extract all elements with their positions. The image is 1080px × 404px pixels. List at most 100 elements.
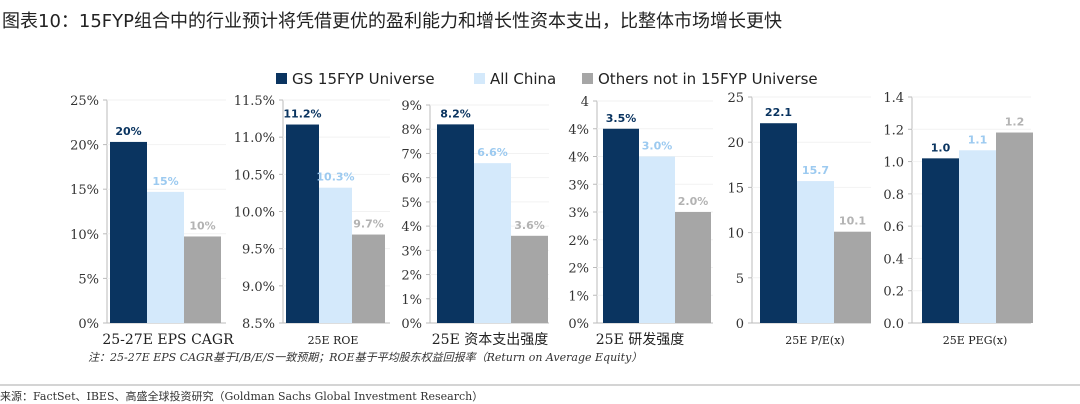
y-tick-label: 8%	[401, 123, 422, 138]
y-tick-label: 0.2	[883, 285, 904, 300]
y-tick-label: 0.6	[883, 220, 904, 235]
data-label: 15.7	[802, 164, 829, 177]
y-tick-label: 25%	[70, 94, 99, 109]
y-tick-label: 20	[727, 136, 744, 151]
bar-1	[147, 191, 184, 323]
figure-note: 注：25-27E EPS CAGR基于I/B/E/S一致预期；ROE基于平均股东…	[88, 351, 642, 364]
data-label: 10.1	[839, 215, 866, 228]
data-label: 1.0	[931, 141, 951, 154]
x-axis-label: 25E PEG(x)	[943, 334, 1008, 347]
data-label: 1.1	[968, 133, 988, 146]
figure-source: 来源：FactSet、IBES、高盛全球投资研究（Goldman Sachs G…	[0, 389, 483, 403]
data-label: 3.6%	[514, 219, 545, 232]
data-label: 20%	[115, 125, 141, 138]
data-label: 8.2%	[440, 107, 471, 120]
y-tick-label: 0%	[78, 317, 99, 332]
y-tick-label: 5	[736, 272, 744, 287]
y-tick-label: 15	[727, 181, 744, 196]
data-label: 11.2%	[283, 108, 321, 121]
legend-label: All China	[490, 70, 556, 88]
bar-0	[922, 158, 959, 323]
y-tick-label: 20%	[70, 139, 99, 154]
y-tick-label: 11.0%	[234, 131, 275, 146]
data-label: 1.2	[1005, 116, 1025, 129]
y-tick-label: 0.4	[883, 252, 904, 267]
y-tick-label: 3%	[568, 206, 589, 221]
y-tick-label: 10	[727, 227, 744, 242]
data-label: 3.0%	[642, 140, 673, 153]
y-tick-label: 7%	[401, 147, 422, 162]
figure-title: 图表10：15FYP组合中的行业预计将凭借更优的盈利能力和增长性资本支出，比整体…	[2, 11, 782, 32]
x-axis-label: 25E 研发强度	[596, 332, 684, 348]
y-tick-label: 1.2	[883, 123, 904, 138]
panel-4: 0 5 10 15 20 25 22.1 15.7 10.1 25E P/E(x)	[727, 91, 871, 347]
bar-2	[511, 235, 548, 323]
bar-0	[286, 124, 319, 323]
y-tick-label: 0.0	[883, 317, 904, 332]
y-tick-label: 4%	[401, 220, 422, 235]
data-label: 10%	[189, 219, 215, 232]
x-axis-label: 25E ROE	[308, 334, 359, 347]
y-tick-label: 9.5%	[242, 243, 275, 258]
x-axis-label: 25E 资本支出强度	[432, 332, 548, 348]
y-tick-label: 3%	[568, 178, 589, 193]
y-tick-label: 1%	[401, 293, 422, 308]
y-tick-label: 0%	[568, 317, 589, 332]
y-tick-label: 4%	[568, 151, 589, 166]
legend-swatch	[474, 73, 485, 84]
y-tick-label: 9%	[401, 99, 422, 114]
bar-1	[474, 163, 511, 323]
data-label: 9.7%	[353, 218, 384, 231]
y-tick-label: 4	[581, 95, 589, 110]
y-tick-label: 1.4	[883, 91, 904, 106]
y-tick-label: 0%	[401, 317, 422, 332]
legend-label: Others not in 15FYP Universe	[598, 70, 818, 88]
bar-0	[110, 141, 147, 323]
bar-0	[603, 128, 639, 323]
x-axis-label: 25E P/E(x)	[785, 334, 844, 347]
y-tick-label: 11.5%	[234, 94, 275, 109]
bar-1	[959, 150, 996, 323]
bar-0	[437, 124, 474, 323]
x-axis-label: 25-27E EPS CAGR	[102, 332, 234, 348]
data-label: 2.0%	[678, 195, 709, 208]
y-tick-label: 0.8	[883, 188, 904, 203]
y-tick-label: 8.5%	[242, 317, 275, 332]
legend-swatch	[582, 73, 593, 84]
y-tick-label: 2%	[568, 234, 589, 249]
y-tick-label: 4%	[568, 123, 589, 138]
legend-label: GS 15FYP Universe	[292, 70, 435, 88]
panel-0: 0% 5% 10% 15% 20% 25% 20% 15% 10% 25-27E EPS CAGR	[70, 94, 234, 348]
bar-2	[996, 132, 1033, 323]
y-tick-label: 1.0	[883, 156, 904, 171]
bar-2	[352, 234, 385, 323]
y-tick-label: 2%	[401, 269, 422, 284]
y-tick-label: 15%	[70, 183, 99, 198]
bar-2	[184, 236, 221, 323]
data-label: 6.6%	[477, 146, 508, 159]
panel-2: 0% 1% 2% 3% 4% 5% 6% 7% 8% 9% 8.2% 6.6% 3.6% 25E 资本支出…	[401, 99, 549, 348]
bar-2	[675, 212, 711, 323]
y-tick-label: 10%	[70, 228, 99, 243]
y-tick-label: 10.5%	[234, 168, 275, 183]
bar-1	[797, 181, 834, 323]
bar-1	[319, 187, 352, 323]
data-label: 15%	[152, 175, 178, 188]
y-tick-label: 6%	[401, 172, 422, 187]
y-tick-label: 2%	[568, 262, 589, 277]
y-tick-label: 10.0%	[234, 206, 275, 221]
data-label: 22.1	[765, 106, 792, 119]
bar-1	[639, 156, 675, 323]
y-tick-label: 5%	[401, 196, 422, 211]
y-tick-label: 0	[736, 317, 744, 332]
panel-1: 8.5% 9.0% 9.5% 10.0% 10.5% 11.0% 11.5% 11.2% 10.…	[234, 94, 390, 347]
data-label: 10.3%	[316, 171, 354, 184]
y-tick-label: 5%	[78, 272, 99, 287]
panel-5: 0.0 0.2 0.4 0.6 0.8 1.0 1.2 1.4 1.0 1.1 1.2 25E PEG…	[883, 91, 1033, 347]
legend: GS 15FYP Universe All China Others not in …	[276, 70, 818, 88]
panel-3: 0% 1% 2% 2% 3% 3% 4% 4% 4 3.5% 3.0% 2.0% 25E 研发强度	[568, 95, 713, 348]
y-tick-label: 3%	[401, 244, 422, 259]
y-tick-label: 1%	[568, 289, 589, 304]
data-label: 3.5%	[606, 112, 637, 125]
